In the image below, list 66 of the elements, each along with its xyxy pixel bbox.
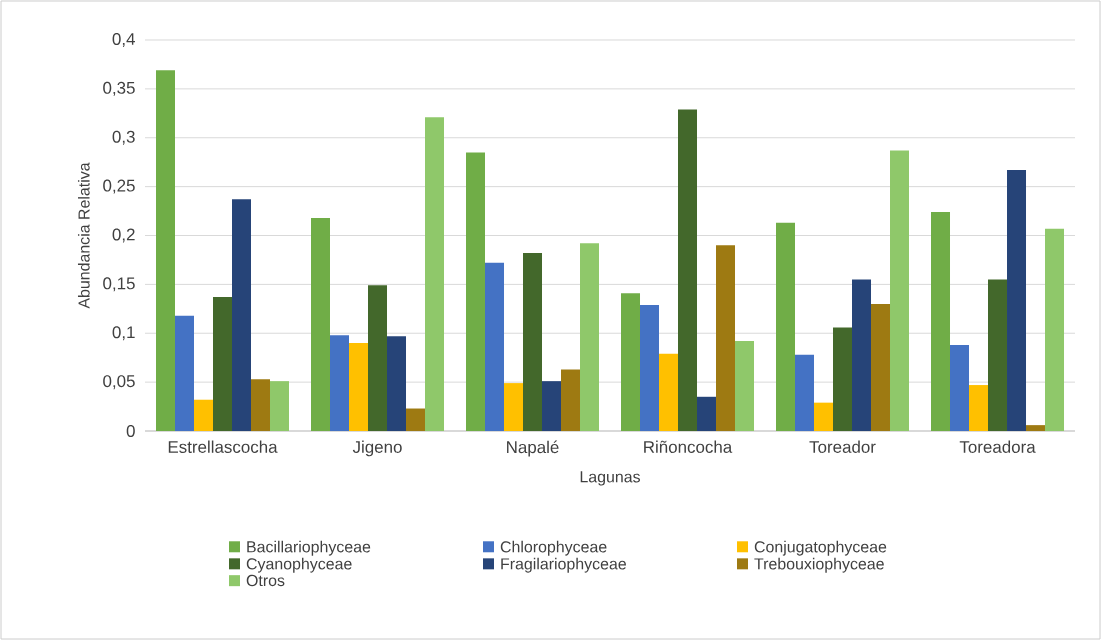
x-tick-label: Jigeno [352, 440, 402, 457]
bar [466, 152, 485, 431]
bar [542, 381, 561, 431]
bar [1045, 228, 1065, 431]
bar [833, 327, 852, 431]
y-tick-label: 0,4 [112, 33, 135, 47]
bar [735, 341, 754, 431]
bar [621, 293, 640, 431]
y-tick-label: 0,05 [103, 375, 135, 390]
bar [659, 353, 678, 431]
bar [969, 385, 988, 431]
bar [852, 279, 871, 431]
legend-label: Otros [246, 574, 285, 587]
legend-label: Fragilariophyceae [501, 557, 626, 573]
x-tick-label: Napalé [507, 440, 559, 457]
y-tick-label: 0,25 [103, 179, 135, 194]
y-axis-title: Abundancia Relativa [77, 162, 90, 309]
bar [871, 303, 890, 431]
bar [640, 304, 659, 431]
legend-label: Conjugatophyceae [754, 540, 887, 556]
y-tick-label: 0 [126, 425, 135, 437]
bar [931, 212, 950, 431]
y-tick-label: 0,35 [103, 81, 135, 96]
bar [795, 354, 814, 431]
bar [523, 253, 542, 431]
y-tick-label: 0,2 [112, 228, 135, 243]
bar [561, 369, 580, 431]
x-axis-title: Lagunas [580, 471, 640, 486]
y-tick-label: 0,1 [112, 326, 135, 341]
legend-label: Bacillariophyceae [247, 540, 371, 556]
bar [387, 336, 406, 431]
bar [580, 243, 599, 431]
x-tick-label: Estrellascocha [168, 440, 278, 453]
x-tick-label: Riñoncocha [644, 440, 733, 453]
bar [330, 335, 349, 431]
x-tick-label: Toreadora [959, 440, 1036, 453]
bar [368, 285, 387, 431]
legend-label: Trebouxiophyceae [754, 557, 884, 573]
bar [194, 399, 213, 431]
bar [311, 217, 330, 431]
y-tick-label: 0,15 [103, 277, 135, 292]
bar [988, 279, 1008, 431]
bar [425, 117, 444, 431]
bar [890, 150, 909, 431]
y-tick-label: 0,3 [112, 130, 135, 145]
bar [406, 408, 425, 431]
bar [1026, 425, 1046, 431]
bar [1007, 170, 1027, 431]
bar [156, 70, 175, 431]
bar [251, 379, 270, 431]
bar [678, 109, 697, 431]
bar [716, 245, 735, 431]
bar [232, 199, 251, 431]
x-tick-label: Toreador [809, 440, 876, 453]
bar [950, 344, 969, 431]
bar [814, 402, 833, 431]
bar [504, 383, 523, 431]
legend-label: Chlorophyceae [500, 540, 607, 556]
bar [270, 381, 289, 431]
legend-label: Cyanophyceae [246, 557, 352, 573]
bar [213, 297, 232, 431]
bar [485, 262, 504, 431]
bar [776, 222, 795, 431]
bar [349, 343, 368, 431]
bar [175, 315, 194, 431]
bar [697, 396, 716, 431]
